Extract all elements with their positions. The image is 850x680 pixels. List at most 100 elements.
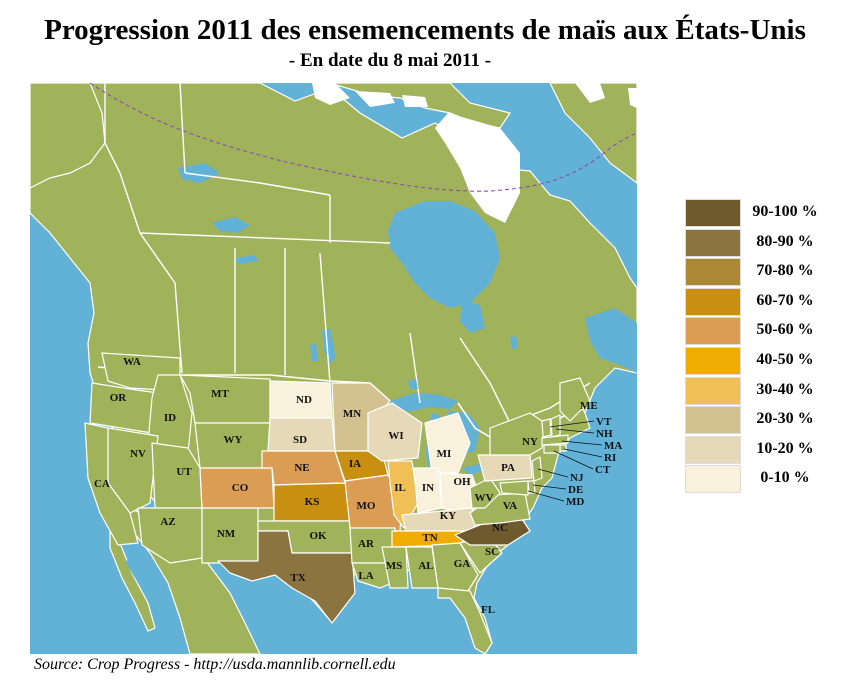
alaska-landmass <box>29 82 106 189</box>
arctic-ice <box>628 88 637 108</box>
legend-item: 40-50 % <box>685 347 850 377</box>
state-FL <box>437 587 493 655</box>
legend-item: 80-90 % <box>685 228 850 259</box>
legend-swatch <box>685 406 741 435</box>
arctic-ice <box>355 91 395 107</box>
state-label-ID: ID <box>164 412 176 424</box>
state-MS <box>381 546 409 589</box>
legend-swatch <box>685 228 741 257</box>
state-RI <box>559 444 567 452</box>
gulf-st-lawrence <box>585 308 637 373</box>
state-label-MA: MA <box>604 440 622 452</box>
state-label-MN: MN <box>343 408 361 420</box>
legend-swatch <box>685 199 741 227</box>
state-label-NY: NY <box>522 436 538 448</box>
james-bay <box>460 298 485 333</box>
state-label-IL: IL <box>394 482 406 494</box>
map-title: Progression 2011 des ensemencements de m… <box>44 14 806 46</box>
state-label-VA: VA <box>503 500 518 512</box>
state-label-IN: IN <box>422 482 434 494</box>
state-label-LA: LA <box>358 570 373 582</box>
state-ME <box>559 377 591 422</box>
state-NY <box>489 412 546 456</box>
lake-winnipeg <box>322 328 336 363</box>
legend-label: 60-70 % <box>756 291 814 309</box>
state-AZ <box>137 507 203 564</box>
legend-label: 80-90 % <box>756 232 814 250</box>
state-TX <box>217 530 356 624</box>
state-MD <box>499 480 529 496</box>
state-labels: WA OR ID MT WY NV UT CA AZ NM CO ND SD N… <box>94 356 622 616</box>
state-label-TX: TX <box>290 572 305 584</box>
state-label-ND: ND <box>296 394 312 406</box>
map-frame: WA OR ID MT WY NV UT CA AZ NM CO ND SD N… <box>29 82 638 655</box>
arctic-ice <box>312 83 350 105</box>
state-label-CO: CO <box>232 482 249 494</box>
map-subtitle: - En date du 8 mai 2011 - <box>288 50 492 71</box>
state-label-SD: SD <box>293 434 307 446</box>
canada-borders <box>104 82 591 424</box>
state-label-TN: TN <box>422 532 437 544</box>
state-CA <box>84 422 139 546</box>
state-label-MS: MS <box>386 560 403 572</box>
state-label-CA: CA <box>94 478 110 490</box>
legend-swatch <box>685 287 741 316</box>
hudson-bay <box>388 201 500 308</box>
state-label-WV: WV <box>475 492 494 504</box>
state-label-WI: WI <box>388 430 403 442</box>
state-label-GA: GA <box>454 558 471 570</box>
state-label-AL: AL <box>418 560 433 572</box>
state-label-RI: RI <box>604 452 616 464</box>
state-MI <box>424 412 471 474</box>
state-label-DE: DE <box>568 484 583 496</box>
state-label-KS: KS <box>305 496 320 508</box>
state-label-AZ: AZ <box>160 516 175 528</box>
legend-swatch <box>685 258 741 287</box>
legend-item: 10-20 % <box>685 435 850 466</box>
legend-label: 90-100 % <box>752 203 818 220</box>
legend-label: 40-50 % <box>756 351 814 368</box>
state-label-WY: WY <box>224 434 243 446</box>
state-label-MO: MO <box>357 500 376 512</box>
lake-manitoba <box>310 343 318 361</box>
legend-swatch <box>685 347 741 375</box>
us-states <box>84 352 591 655</box>
legend-item: 50-60 % <box>685 317 850 347</box>
state-WI <box>367 402 423 462</box>
state-label-MD: MD <box>566 496 584 508</box>
state-label-NM: NM <box>217 528 236 540</box>
legend-swatch <box>685 376 741 405</box>
legend-label: 20-30 % <box>756 410 814 428</box>
state-MA <box>541 434 569 446</box>
arctic-ice <box>402 95 428 107</box>
legend-item: 0-10 % <box>685 465 850 495</box>
state-label-OK: OK <box>309 530 327 542</box>
great-slave-lake <box>212 217 250 233</box>
state-GA <box>431 542 479 592</box>
state-CT <box>543 444 561 454</box>
great-bear-lake <box>178 163 220 183</box>
state-IL <box>387 460 419 529</box>
legend-label: 30-40 % <box>756 380 814 398</box>
state-VT <box>541 418 552 438</box>
state-label-CT: CT <box>595 464 611 476</box>
arctic-ice <box>575 83 605 103</box>
source-note: Source: Crop Progress - http://usda.mann… <box>34 656 396 673</box>
north-america-map: WA OR ID MT WY NV UT CA AZ NM CO ND SD N… <box>29 82 638 655</box>
state-label-FL: FL <box>481 604 495 616</box>
legend-item: 90-100 % <box>685 199 850 229</box>
legend-label: 10-20 % <box>756 439 814 457</box>
legend-item: 60-70 % <box>685 287 850 318</box>
state-label-OH: OH <box>453 476 471 488</box>
legend-label: 0-10 % <box>760 469 810 487</box>
state-label-VT: VT <box>596 416 612 428</box>
state-NJ <box>531 456 543 482</box>
state-label-NH: NH <box>596 428 613 440</box>
legend-item: 20-30 % <box>685 406 850 436</box>
lake-mistassini <box>510 335 518 349</box>
state-label-NJ: NJ <box>570 472 584 484</box>
legend-label: 70-80 % <box>756 262 814 280</box>
legend-item: 70-80 % <box>685 258 850 288</box>
legend-swatch <box>685 435 741 464</box>
state-label-OR: OR <box>110 392 128 404</box>
